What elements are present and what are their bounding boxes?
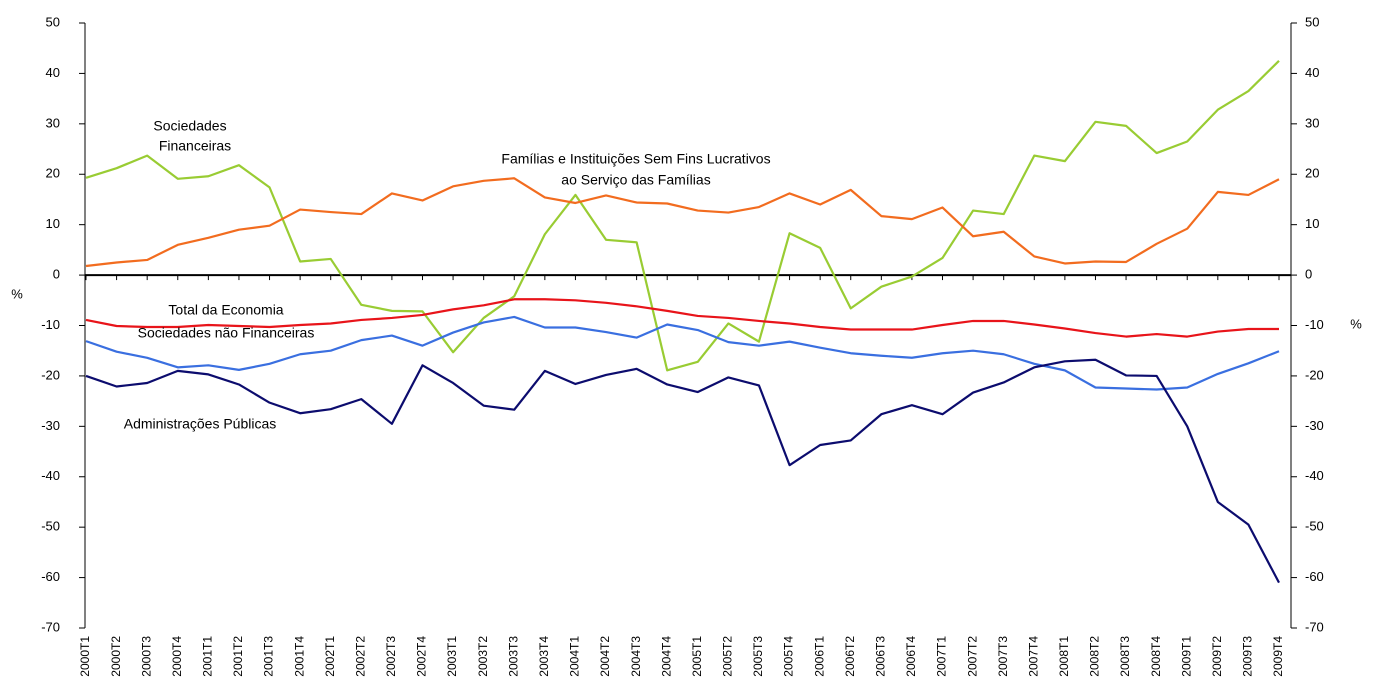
series-line <box>85 177 1280 268</box>
series-line <box>85 358 1280 584</box>
x-tick-label: 2007T2 <box>965 636 979 677</box>
y-tick-label: 50 <box>46 14 60 29</box>
x-tick-label: 2001T4 <box>292 636 306 677</box>
y2-tick-label: -50 <box>1305 519 1324 534</box>
x-tick-label: 2004T1 <box>568 636 582 677</box>
y2-tick-label: 40 <box>1305 65 1319 80</box>
series-line <box>85 60 1280 372</box>
y-tick-label: 10 <box>46 216 60 231</box>
x-tick-label: 2005T3 <box>751 636 765 677</box>
x-tick-label: 2002T3 <box>384 636 398 677</box>
x-tick-label: 2005T4 <box>782 636 796 677</box>
x-tick-label: 2009T1 <box>1179 636 1193 677</box>
x-tick-label: 2003T3 <box>506 636 520 677</box>
x-tick-label: 2003T2 <box>476 636 490 677</box>
annotation: Famílias e Instituições Sem Fins Lucrati… <box>501 151 770 167</box>
x-tick-label: 2006T1 <box>812 636 826 677</box>
x-tick-label: 2006T2 <box>843 636 857 677</box>
y2-tick-label: 0 <box>1305 267 1312 282</box>
x-tick-label: 2009T2 <box>1210 636 1224 677</box>
y2-tick-label: 30 <box>1305 115 1319 130</box>
x-tick-label: 2009T4 <box>1271 636 1285 677</box>
y2-tick-label: 20 <box>1305 166 1319 181</box>
y-tick-label: -60 <box>41 569 60 584</box>
x-tick-label: 2006T4 <box>904 636 918 677</box>
x-tick-label: 2008T2 <box>1088 636 1102 677</box>
y-tick-label: -50 <box>41 519 60 534</box>
y2-tick-label: -40 <box>1305 468 1324 483</box>
annotation: Administrações Públicas <box>124 416 277 432</box>
x-tick-label: 2002T2 <box>353 636 367 677</box>
x-tick-label: 2007T3 <box>996 636 1010 677</box>
y-tick-label: -20 <box>41 367 60 382</box>
y2-tick-label: 10 <box>1305 216 1319 231</box>
x-tick-label: 2008T4 <box>1149 636 1163 677</box>
x-tick-label: 2007T4 <box>1026 636 1040 677</box>
x-tick-label: 2003T4 <box>537 636 551 677</box>
x-tick-label: 2000T2 <box>109 636 123 677</box>
x-tick-label: 2002T1 <box>323 636 337 677</box>
x-tick-label: 2001T1 <box>201 636 215 677</box>
x-tick-label: 2001T2 <box>231 636 245 677</box>
x-tick-label: 2002T4 <box>415 636 429 677</box>
x-tick-label: 2000T1 <box>78 636 92 677</box>
x-tick-label: 2008T3 <box>1118 636 1132 677</box>
y2-axis-label: % <box>1350 316 1362 331</box>
y2-tick-label: -10 <box>1305 317 1324 332</box>
annotation: Sociedades <box>153 118 226 134</box>
x-tick-label: 2006T3 <box>874 636 888 677</box>
y-tick-label: -30 <box>41 418 60 433</box>
y-tick-label: 40 <box>46 65 60 80</box>
y-axis-label: % <box>11 286 23 301</box>
y2-tick-label: -30 <box>1305 418 1324 433</box>
x-tick-label: 2005T1 <box>690 636 704 677</box>
y2-tick-label: -60 <box>1305 569 1324 584</box>
series-line <box>85 298 1279 338</box>
annotation: Sociedades não Financeiras <box>138 325 315 341</box>
x-tick-label: 2000T3 <box>139 636 153 677</box>
y-tick-label: -70 <box>41 619 60 634</box>
x-tick-label: 2004T4 <box>659 636 673 677</box>
series-line <box>85 315 1280 391</box>
x-tick-label: 2000T4 <box>170 636 184 677</box>
y-tick-label: 20 <box>46 166 60 181</box>
annotation: ao Serviço das Famílias <box>561 172 710 188</box>
x-tick-label: 2004T3 <box>629 636 643 677</box>
x-tick-label: 2004T2 <box>598 636 612 677</box>
annotation: Financeiras <box>159 138 231 154</box>
y-tick-label: 30 <box>46 115 60 130</box>
x-tick-label: 2001T3 <box>262 636 276 677</box>
y-tick-label: -10 <box>41 317 60 332</box>
x-tick-label: 2005T2 <box>721 636 735 677</box>
annotation: Total da Economia <box>168 302 283 318</box>
y-tick-label: 0 <box>53 267 60 282</box>
y2-tick-label: 50 <box>1305 14 1319 29</box>
y-tick-label: -40 <box>41 468 60 483</box>
y2-tick-label: -20 <box>1305 367 1324 382</box>
x-tick-label: 2008T1 <box>1057 636 1071 677</box>
x-tick-label: 2007T1 <box>935 636 949 677</box>
y2-tick-label: -70 <box>1305 619 1324 634</box>
x-tick-label: 2003T1 <box>445 636 459 677</box>
x-tick-label: 2009T3 <box>1241 636 1255 677</box>
